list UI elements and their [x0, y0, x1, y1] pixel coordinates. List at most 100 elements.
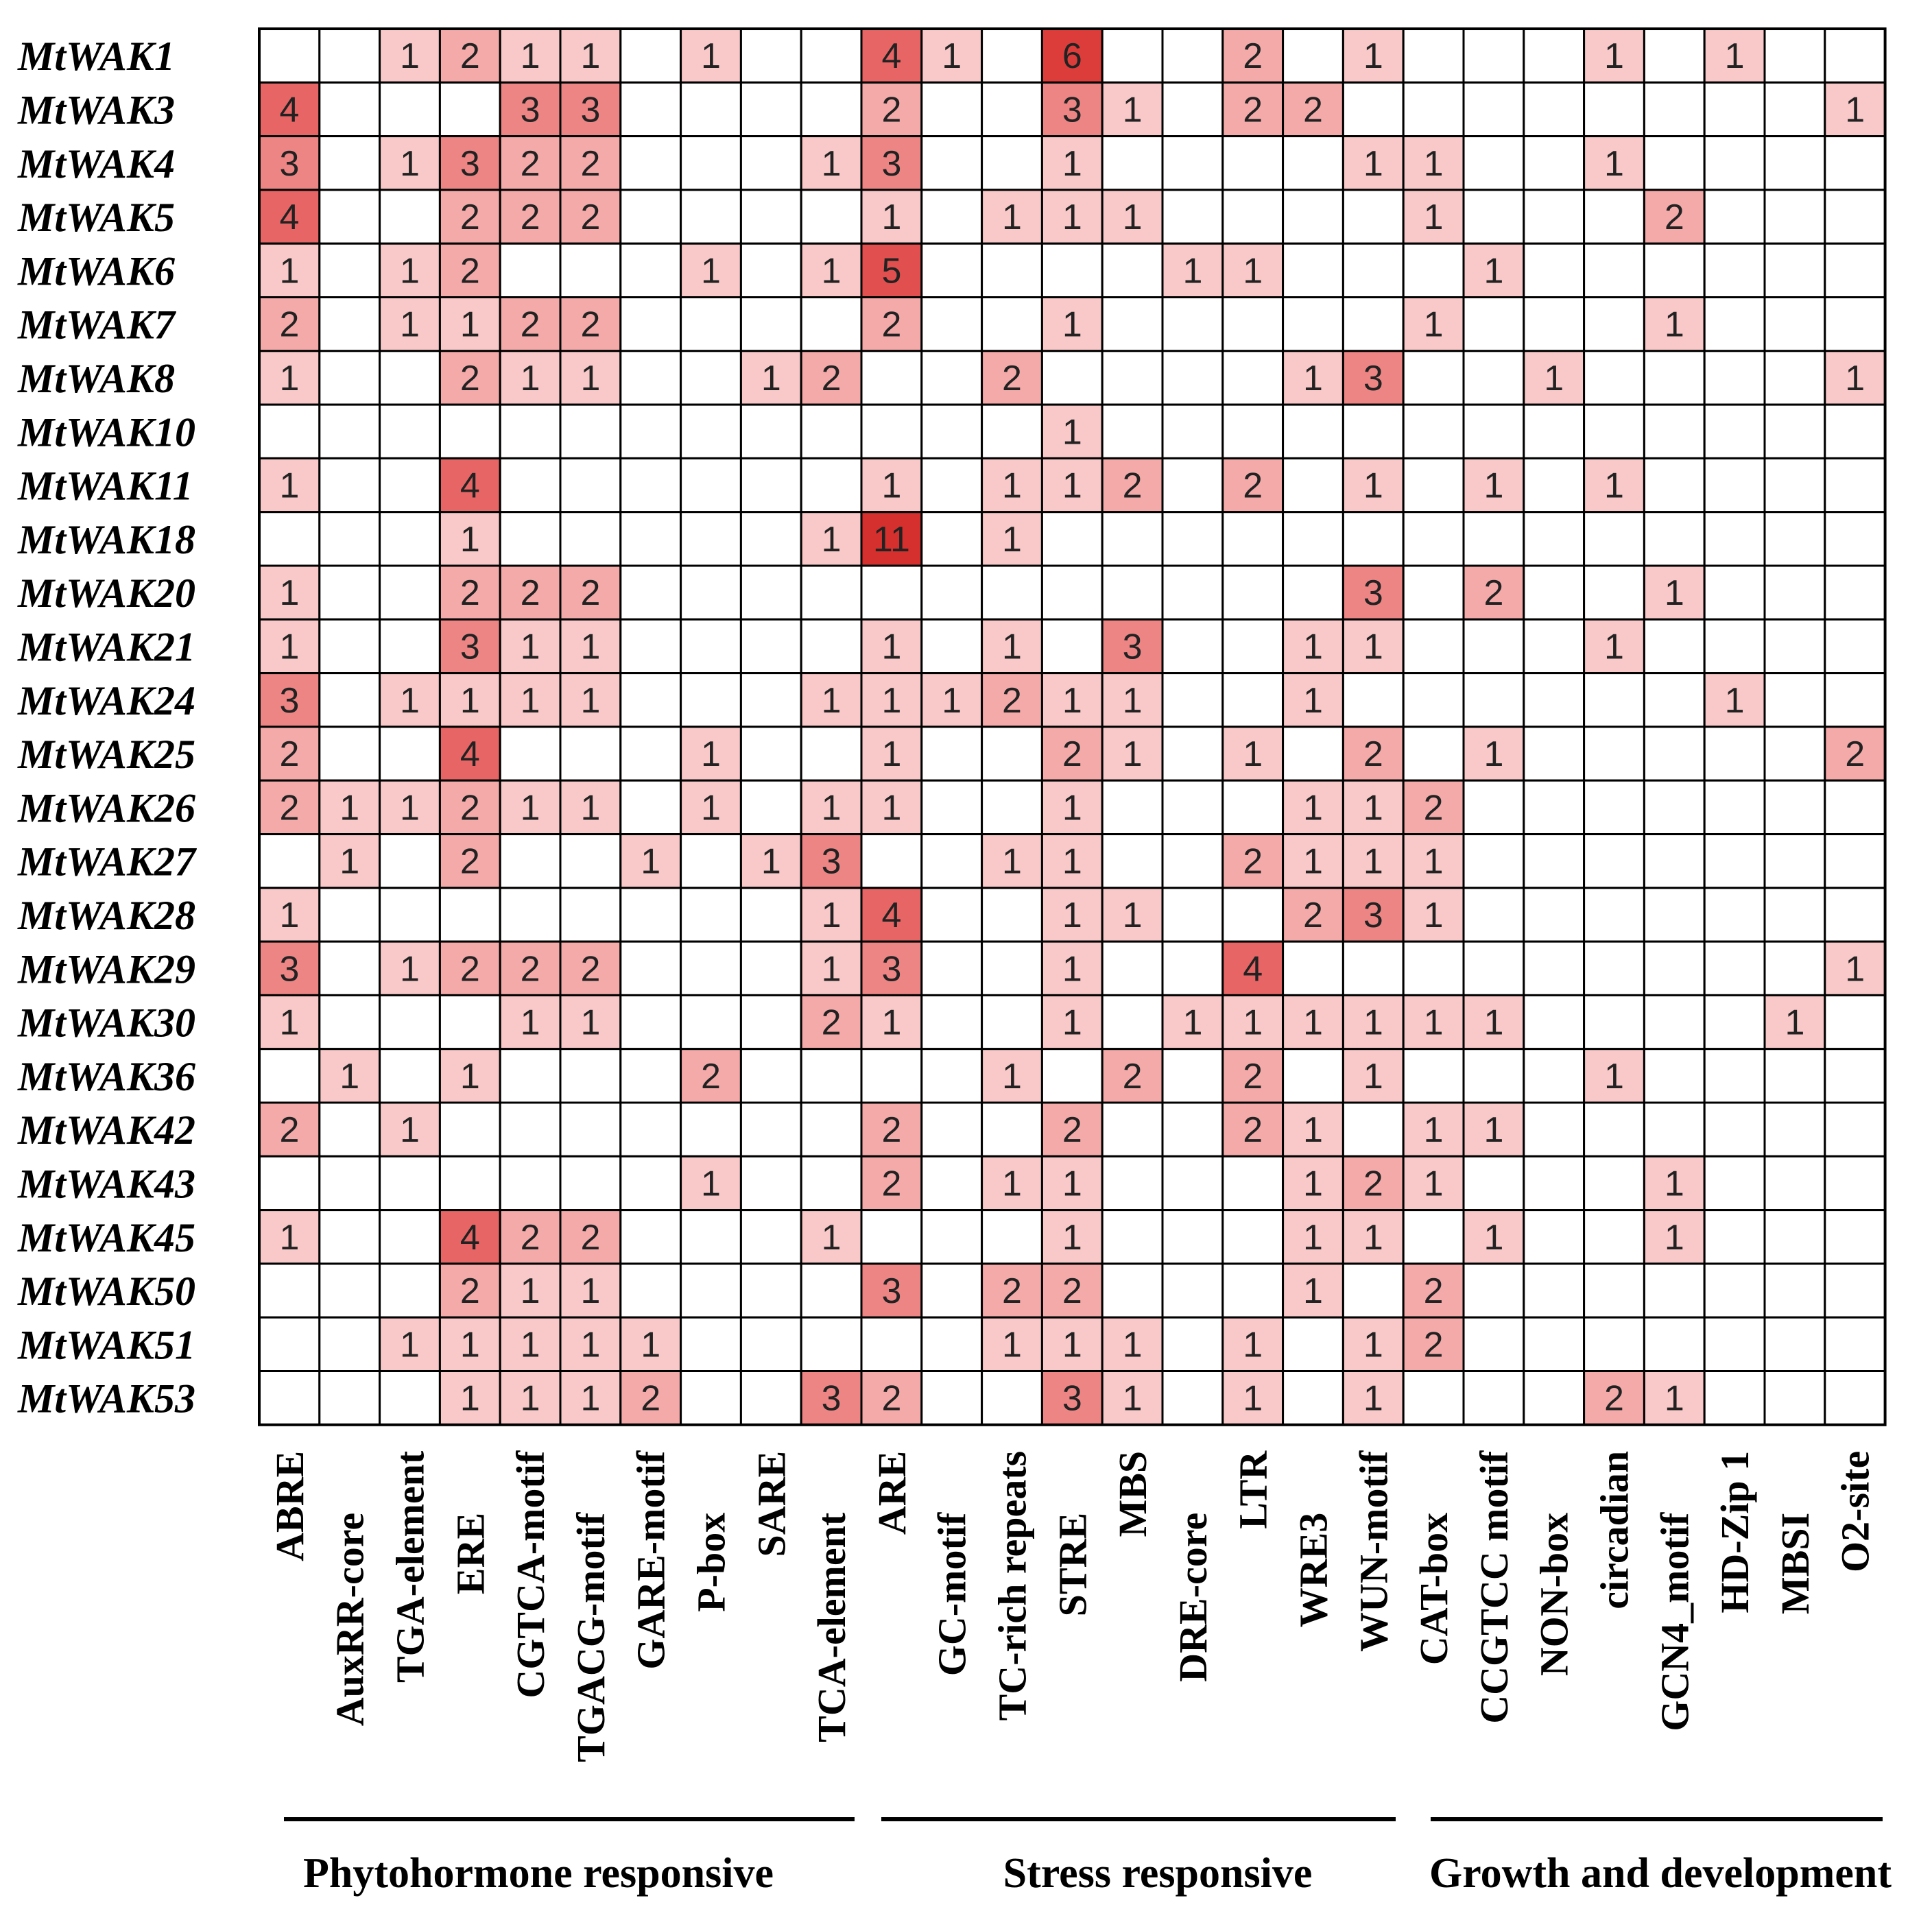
cell-value-label: 1	[822, 681, 842, 721]
heatmap-cell	[258, 350, 321, 406]
heatmap-cell	[258, 1262, 321, 1319]
heatmap-cell	[1462, 779, 1525, 835]
cell-value-label: 1	[1303, 1110, 1323, 1150]
row-label: MtWAK11	[17, 464, 193, 509]
column-label: O2-site	[1833, 1451, 1878, 1572]
cell-value-label: 1	[1483, 734, 1503, 774]
heatmap-cell	[1221, 1316, 1285, 1372]
cell-value-label: 1	[1725, 36, 1745, 76]
heatmap-cell	[1161, 350, 1224, 406]
heatmap-cell	[1643, 350, 1706, 406]
heatmap-cell	[318, 27, 381, 84]
heatmap-cell	[920, 1155, 983, 1212]
cell-value-label: 2	[1424, 1271, 1444, 1311]
heatmap-cell	[920, 564, 983, 621]
heatmap-cell	[1040, 564, 1104, 621]
heatmap-cell	[680, 994, 742, 1051]
heatmap-cell	[559, 296, 622, 352]
heatmap-cell	[318, 457, 381, 514]
heatmap-cell	[619, 1155, 682, 1212]
heatmap-cell	[920, 403, 983, 459]
cell-value-label: 1	[1123, 896, 1143, 935]
heatmap-cell	[1341, 189, 1405, 245]
heatmap-cell	[920, 1209, 983, 1265]
heatmap-cell	[1221, 189, 1285, 245]
heatmap-cell	[1101, 457, 1164, 514]
heatmap-cell	[1282, 564, 1344, 621]
heatmap-cell	[318, 242, 381, 299]
heatmap-cell	[1101, 27, 1164, 84]
heatmap-cell	[739, 940, 802, 996]
cell-value-label: 1	[521, 1325, 540, 1365]
cell-value-label: 1	[339, 842, 359, 882]
heatmap-cell	[1763, 564, 1826, 621]
cell-value-label: 1	[1243, 1379, 1263, 1419]
heatmap-cell	[258, 1155, 321, 1212]
cell-value-label: 2	[881, 90, 901, 130]
heatmap-cell	[318, 1101, 381, 1158]
heatmap-cell	[1583, 511, 1645, 567]
cell-value-label: 1	[1363, 1379, 1383, 1419]
heatmap-cell	[1583, 779, 1645, 835]
heatmap-cell	[318, 135, 381, 191]
heatmap-cell	[619, 27, 682, 84]
cell-value-label: 5	[881, 251, 901, 291]
heatmap-cell	[739, 1209, 802, 1265]
cell-value-label: 2	[460, 1271, 480, 1311]
heatmap-cell	[1583, 1155, 1645, 1212]
heatmap-cell	[258, 1370, 321, 1426]
heatmap-cell	[860, 1262, 923, 1319]
heatmap-cell	[1824, 296, 1887, 352]
column-label: TC-rich repeats	[990, 1451, 1035, 1721]
cell-value-label: 3	[881, 144, 901, 184]
heatmap-cell	[1402, 994, 1465, 1051]
heatmap-cell	[920, 81, 983, 138]
heatmap-cell	[800, 1209, 863, 1265]
heatmap-cell	[379, 511, 441, 567]
heatmap-cell	[1402, 1370, 1465, 1426]
heatmap-cell	[1824, 833, 1887, 889]
heatmap-cell	[1763, 1048, 1826, 1104]
heatmap-cell	[981, 833, 1043, 889]
heatmap-cell	[1462, 1048, 1525, 1104]
heatmap-cell	[800, 1370, 863, 1426]
heatmap-cell	[1523, 1209, 1586, 1265]
heatmap-cell	[1523, 1155, 1586, 1212]
heatmap-cell	[619, 672, 682, 728]
heatmap-cell	[1040, 27, 1104, 84]
cell-value-label: 1	[1604, 36, 1624, 76]
heatmap-cell	[619, 994, 682, 1051]
heatmap-cell	[1040, 403, 1104, 459]
cell-value-label: 1	[1062, 144, 1082, 184]
heatmap-cell	[1101, 994, 1164, 1051]
heatmap-cell	[1341, 242, 1405, 299]
heatmap-cell	[1161, 189, 1224, 245]
heatmap-cell	[258, 833, 321, 889]
heatmap-cell	[1221, 779, 1285, 835]
row-label: MtWAK45	[17, 1215, 195, 1260]
cell-value-label: 1	[279, 1218, 299, 1258]
column-label: WRE3	[1291, 1513, 1336, 1628]
heatmap-cell	[1523, 1370, 1586, 1426]
heatmap-cell	[499, 779, 562, 835]
heatmap-cell	[379, 725, 441, 782]
cell-value-label: 1	[701, 36, 721, 76]
cell-value-label: 1	[580, 36, 600, 76]
heatmap-cell	[499, 833, 562, 889]
heatmap-cell	[559, 672, 622, 728]
column-label: GC-motif	[930, 1512, 975, 1676]
cell-value-label: 1	[822, 144, 842, 184]
cell-value-label: 1	[1483, 1003, 1503, 1043]
heatmap-cell	[1161, 1316, 1224, 1372]
cell-value-label: 2	[460, 251, 480, 291]
heatmap-cell	[1523, 1316, 1586, 1372]
heatmap-cell	[1703, 1370, 1766, 1426]
heatmap-cell	[1703, 564, 1766, 621]
heatmap-cell	[1643, 403, 1706, 459]
heatmap-cell	[1282, 135, 1344, 191]
heatmap-cell	[1402, 672, 1465, 728]
cell-value-label: 1	[1604, 1057, 1624, 1096]
heatmap-cell	[860, 189, 923, 245]
heatmap-cell	[739, 189, 802, 245]
heatmap-cell	[619, 833, 682, 889]
